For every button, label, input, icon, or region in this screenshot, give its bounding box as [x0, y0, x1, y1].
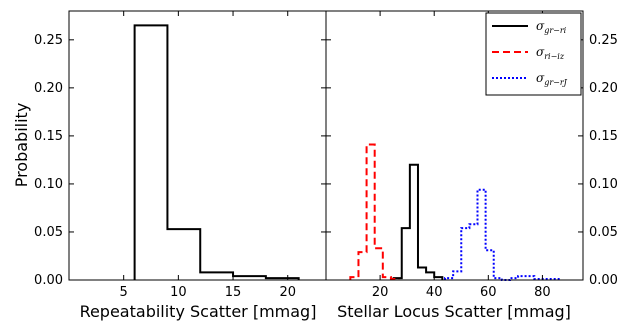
left-x-axis-label: Repeatability Scatter [mmag]: [80, 302, 317, 321]
legend-label-1: σgr−ri: [536, 19, 567, 35]
x-tick-label: 20: [279, 285, 296, 300]
y-tick-label: 0.10: [34, 177, 63, 192]
histogram-series-2-2: [349, 143, 401, 281]
y-tick-label: 0.10: [589, 177, 618, 192]
x-tick-label: 80: [534, 285, 551, 300]
x-tick-label: 10: [170, 285, 187, 300]
histogram-series-1-1: [133, 24, 300, 280]
y-tick-label: 0.05: [34, 225, 63, 240]
y-tick-label: 0.20: [34, 81, 63, 96]
left-y-axis-label: Probability: [12, 103, 31, 188]
panel-2: 0.00 0.05 0.10 0.15 0.20 0.25 20 40 60 80 σgr−ri σr…: [325, 10, 618, 300]
x-tick-label: 60: [480, 285, 497, 300]
right-x-axis-label: Stellar Locus Scatter [mmag]: [337, 302, 571, 321]
legend: σgr−ri σri−iz σgr−rJ: [485, 12, 582, 96]
histogram-series-2-3: [444, 188, 560, 281]
x-tick-label: 5: [120, 285, 128, 300]
plot-frame-1: [68, 10, 327, 281]
legend-box: [485, 12, 582, 96]
legend-label-2: σri−iz: [536, 45, 565, 61]
legend-label-3: σgr−rJ: [536, 71, 568, 87]
y-tick-label: 0.20: [589, 81, 618, 96]
y-tick-label: 0.25: [34, 33, 63, 48]
y-tick-label: 0.25: [589, 33, 618, 48]
panel-1: 0.00 0.05 0.10 0.15 0.20 0.25 5 10 15 20: [34, 10, 327, 300]
histogram-series-2-1: [392, 163, 444, 280]
y-tick-label: 0.00: [34, 273, 63, 288]
x-tick-label: 40: [426, 285, 443, 300]
y-tick-label: 0.15: [34, 129, 63, 144]
x-tick-label: 20: [372, 285, 389, 300]
y-tick-label: 0.15: [589, 129, 618, 144]
y-tick-label: 0.00: [589, 273, 618, 288]
x-tick-label: 15: [225, 285, 242, 300]
y-tick-label: 0.05: [589, 225, 618, 240]
plot-frame-2: [325, 10, 584, 281]
